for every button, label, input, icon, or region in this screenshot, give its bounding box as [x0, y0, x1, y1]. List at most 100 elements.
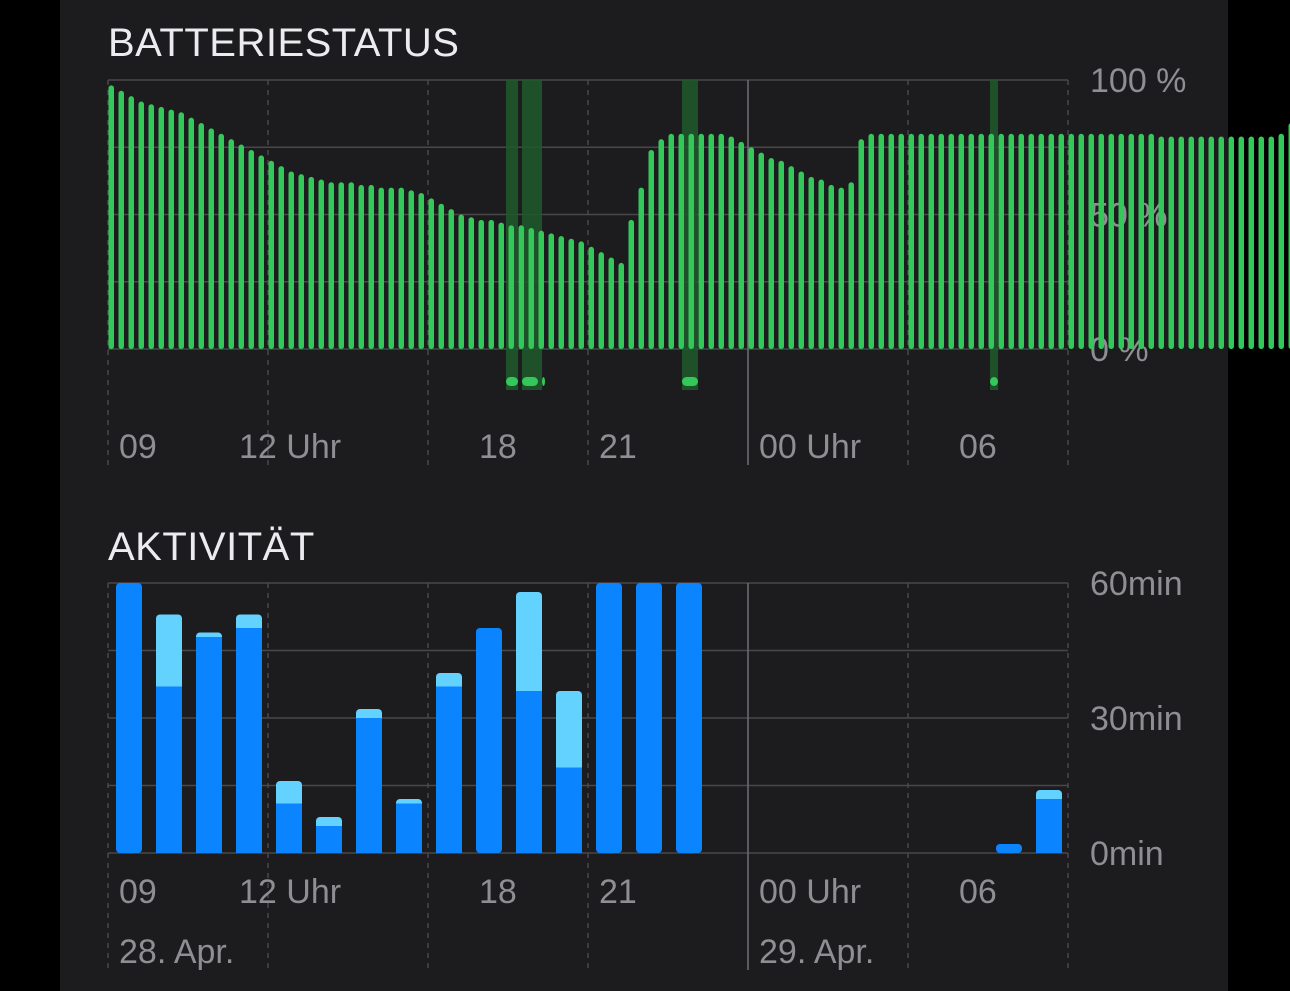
battery-bar	[1208, 136, 1214, 349]
battery-bar	[658, 139, 664, 349]
charging-marker	[542, 377, 545, 386]
battery-bar	[148, 104, 154, 350]
battery-bar	[438, 203, 444, 349]
battery-bar	[1188, 136, 1194, 349]
battery-bar	[878, 133, 884, 349]
x-tick-label: 18	[479, 428, 517, 466]
battery-bar	[1218, 136, 1224, 349]
activity-bar-dark	[1036, 799, 1062, 853]
activity-bar-dark	[676, 583, 702, 853]
battery-bar	[898, 133, 904, 349]
x-tick-label: 12 Uhr	[239, 428, 341, 466]
activity-bar-dark	[356, 718, 382, 853]
activity-bar-dark	[316, 826, 342, 853]
battery-bar	[1258, 136, 1264, 349]
x-tick-label: 00 Uhr	[759, 873, 861, 911]
battery-bar	[368, 184, 374, 349]
activity-title: AKTIVITÄT	[108, 525, 315, 569]
battery-bar	[488, 219, 494, 349]
x-tick-label: 18	[479, 873, 517, 911]
x-tick-label: 12 Uhr	[239, 873, 341, 911]
battery-bar	[758, 152, 764, 349]
battery-bar	[318, 179, 324, 349]
battery-bar	[308, 176, 314, 349]
battery-bar	[218, 133, 224, 349]
battery-bar	[258, 155, 264, 349]
battery-bar	[538, 230, 544, 349]
charging-marker	[506, 377, 518, 386]
activity-bar-dark	[236, 628, 262, 853]
battery-bar	[738, 141, 744, 349]
activity-bar-dark	[516, 691, 542, 853]
battery-bar	[938, 133, 944, 349]
battery-bar	[118, 90, 124, 349]
battery-bar	[648, 149, 654, 349]
battery-bar	[508, 225, 514, 349]
x-tick-label: 00 Uhr	[759, 428, 861, 466]
battery-bar	[1118, 133, 1124, 349]
battery-bar	[1058, 133, 1064, 349]
battery-bar	[1018, 133, 1024, 349]
charging-marker	[682, 377, 698, 386]
activity-bar-dark	[636, 583, 662, 853]
battery-bar	[468, 217, 474, 349]
battery-bar	[158, 106, 164, 350]
battery-bar	[1248, 136, 1254, 349]
battery-bar	[278, 166, 284, 349]
battery-bar	[568, 238, 574, 349]
battery-bar	[268, 160, 274, 349]
battery-bar	[678, 133, 684, 349]
activity-bar-dark	[196, 637, 222, 853]
battery-bar	[528, 227, 534, 349]
battery-bar	[1048, 133, 1054, 349]
activity-bar-dark	[476, 628, 502, 853]
battery-bar	[798, 171, 804, 349]
battery-bar	[1268, 136, 1274, 349]
battery-bar	[378, 187, 384, 349]
battery-bar	[188, 117, 194, 349]
y-axis-label: 60min	[1090, 565, 1183, 603]
battery-bar	[978, 133, 984, 349]
battery-bar	[228, 139, 234, 349]
activity-bar-dark	[116, 583, 142, 853]
charging-marker	[990, 377, 998, 386]
battery-bar	[968, 133, 974, 349]
y-axis-label: 0min	[1090, 835, 1164, 873]
battery-bar	[338, 182, 344, 349]
battery-bar	[548, 233, 554, 349]
date-label: 29. Apr.	[759, 933, 874, 971]
activity-bar-dark	[996, 844, 1022, 853]
battery-bar	[358, 184, 364, 349]
battery-bar	[1158, 136, 1164, 349]
battery-bar	[598, 252, 604, 349]
battery-bar	[208, 128, 214, 349]
battery-bar	[958, 133, 964, 349]
battery-bar	[638, 187, 644, 349]
battery-bar	[918, 133, 924, 349]
battery-title: BATTERIESTATUS	[108, 21, 459, 65]
battery-bar	[198, 123, 204, 349]
activity-bar-dark	[436, 686, 462, 853]
y-axis-label: 100 %	[1090, 62, 1186, 100]
battery-bar	[628, 219, 634, 349]
battery-bar	[398, 187, 404, 349]
battery-bar	[1168, 136, 1174, 349]
battery-bar	[838, 187, 844, 349]
y-axis-label: 30min	[1090, 700, 1183, 738]
battery-bar	[458, 214, 464, 349]
activity-bar-dark	[276, 803, 302, 853]
x-tick-label: 06	[959, 428, 997, 466]
battery-bar	[1008, 133, 1014, 349]
battery-bar	[238, 144, 244, 349]
activity-bar-dark	[596, 583, 622, 853]
battery-bar	[1078, 133, 1084, 349]
battery-bar	[108, 85, 114, 349]
x-tick-label: 09	[119, 428, 157, 466]
battery-bar	[298, 174, 304, 349]
battery-bar	[588, 246, 594, 349]
battery-bar	[718, 133, 724, 349]
battery-bar	[828, 184, 834, 349]
battery-bar	[808, 176, 814, 349]
battery-bar	[1148, 133, 1154, 349]
